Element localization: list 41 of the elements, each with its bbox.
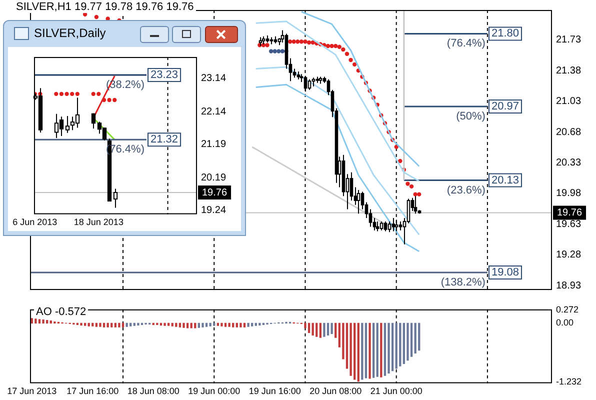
series-label: (23.6%) (446, 184, 486, 196)
y-tick-label: 20.33 (556, 157, 582, 168)
y-tick-label: 0.00 (556, 318, 574, 328)
chart-title: SILVER,H1 19.77 19.78 19.76 19.76 (14, 1, 196, 13)
y-tick-label: 20.68 (556, 126, 582, 138)
annotation: 20.13 (491, 174, 519, 186)
annotation: 23.23 (150, 68, 178, 81)
y-tick-label: 23.14 (201, 72, 226, 84)
y-tick-label: 21.38 (556, 65, 582, 76)
x-tick-label: 18 Jun 2013 (74, 217, 124, 228)
x-tick-label: 19 Jun 00:00 (188, 386, 240, 396)
annotation: 21.80 (491, 28, 519, 40)
y-tick-label: 22.14 (201, 106, 226, 118)
x-tick-label: 17 Jun 2013 (7, 386, 57, 396)
chart-title: AO -0.572 (34, 306, 88, 318)
series-label: (138.2%) (440, 276, 486, 288)
y-tick-label: 21.19 (201, 138, 226, 150)
y-tick-label: 21.73 (556, 34, 582, 46)
y-tick-label: 19.28 (556, 250, 582, 261)
y-tick-label: 19.24 (201, 204, 226, 216)
x-tick-label: 21 Jun 00:00 (370, 386, 422, 396)
x-tick-label: 19 Jun 16:00 (248, 386, 301, 396)
y-tick-label: -1.232 (556, 376, 582, 386)
x-tick-label: 20 Jun 08:00 (310, 386, 362, 396)
x-tick-label: 6 Jun 2013 (12, 217, 58, 228)
y-tick-label: 0.272 (556, 304, 579, 315)
series-label: (50%) (456, 110, 486, 123)
chart-title: SILVER,Daily (34, 26, 106, 40)
y-tick-label: 18.93 (556, 280, 582, 292)
annotation: 21.32 (150, 134, 178, 146)
x-tick-label: 17 Jun 16:00 (66, 386, 119, 396)
ref-line-label: 19.76 (202, 187, 228, 198)
y-tick-label: 19.63 (556, 218, 582, 230)
y-tick-label: 19.98 (556, 188, 582, 200)
series-label: (76.4%) (446, 38, 486, 50)
annotation: 20.97 (491, 100, 519, 113)
annotation: 19.08 (491, 266, 519, 278)
x-tick-label: 18 Jun 08:00 (127, 386, 180, 396)
ref-line-label: 19.76 (557, 208, 582, 219)
y-tick-label: 21.03 (556, 96, 582, 108)
y-tick-label: 20.19 (201, 172, 226, 184)
